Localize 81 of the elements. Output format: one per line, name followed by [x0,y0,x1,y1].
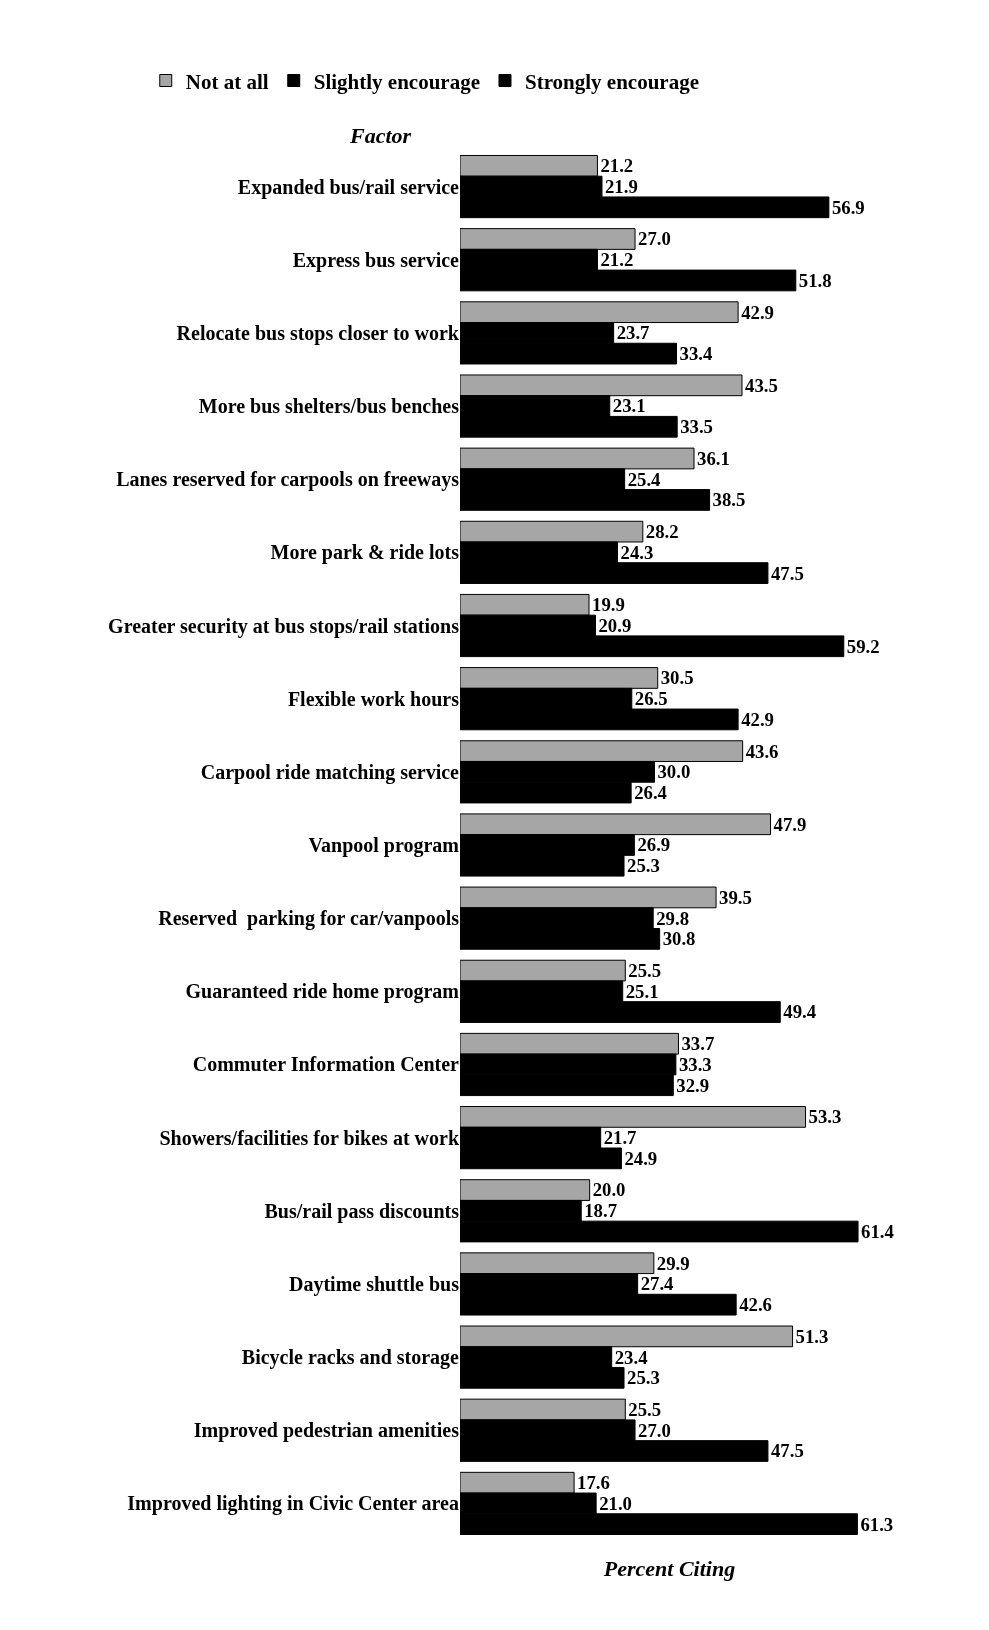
data-label: 49.4 [783,1001,817,1023]
data-label: 43.5 [745,374,778,396]
y-tick-label: More park & ride lots [270,541,460,565]
data-label: 24.3 [620,541,654,563]
y-tick-label: More bus shelters/bus benches [198,395,460,418]
data-label: 29.9 [656,1252,690,1274]
data-label: 27.0 [638,228,671,250]
data-label: 25.5 [628,960,662,981]
data-label: 23.7 [616,322,650,344]
data-label: 18.7 [584,1200,618,1222]
data-label: 47.9 [773,813,807,835]
y-tick-label: Improved lighting in Civic Center area [127,1492,459,1516]
data-label: 20.9 [598,614,632,636]
data-label: 61.4 [861,1220,895,1242]
data-label: 25.1 [625,980,659,1002]
data-label: 26.9 [637,834,671,856]
data-label: 17.6 [577,1472,610,1494]
y-tick-label: Vanpool program [308,834,460,857]
legend-label: Not at all [185,69,269,94]
y-axis-title: Factor [349,123,412,148]
data-label: 27.0 [638,1419,671,1441]
data-label: 20.0 [592,1179,626,1201]
y-tick-label: Showers/facilities for bikes at work [159,1126,460,1149]
data-label: 38.5 [712,489,746,511]
data-label: 25.4 [627,468,662,490]
data-label: 36.1 [697,447,730,469]
data-label: 29.8 [656,907,690,929]
data-label: 51.8 [798,269,832,291]
data-label: 51.3 [795,1325,829,1347]
data-label: 47.5 [770,562,804,584]
data-label: 21.2 [600,249,634,271]
data-label: 42.9 [741,301,774,323]
y-tick-label: Relocate bus stops closer to work [176,321,460,345]
data-label: 30.0 [657,761,691,783]
y-tick-label: Express bus service [292,248,460,272]
data-label: 30.8 [662,928,696,950]
y-tick-label: Commuter Information Center [192,1053,460,1076]
data-label: 32.9 [676,1074,710,1096]
data-label: 30.5 [660,667,694,689]
data-label: 21.7 [603,1127,637,1149]
x-axis-title: Percent Citing [602,1555,736,1581]
y-tick-label: Bus/rail pass discounts [264,1199,460,1223]
y-tick-label: Expanded bus/rail service [237,175,460,199]
y-tick-label: Lanes reserved for carpools on freeways [116,468,460,492]
data-label: 47.5 [770,1440,804,1462]
data-label: 33.4 [679,343,713,365]
y-tick-label: Reserved parking for car/vanpools [158,907,460,931]
data-label: 21.2 [600,155,634,177]
data-label: 61.3 [860,1513,894,1535]
data-label: 33.5 [680,416,713,438]
data-label: 26.5 [634,688,668,710]
y-tick-label: Flexible work hours [287,687,460,710]
data-label: 27.4 [640,1273,675,1295]
data-label: 33.7 [681,1033,715,1055]
data-label: 59.2 [846,635,880,657]
data-label: 25.3 [627,1367,660,1389]
y-tick-label: Bicycle racks and storage [241,1346,460,1370]
data-label: 25.5 [628,1398,662,1420]
data-label: 23.4 [614,1346,649,1368]
data-label: 28.2 [645,521,679,543]
data-label: 56.9 [831,196,865,218]
data-label: 25.3 [627,855,660,877]
y-tick-label: Carpool ride matching service [200,760,460,784]
data-label: 24.9 [624,1147,658,1169]
y-tick-label: Improved pedestrian amenities [193,1419,460,1443]
data-label: 21.9 [604,175,638,197]
data-label: 43.6 [745,740,779,762]
y-tick-label: Greater security at bus stops/rail stations [108,614,460,638]
data-label: 19.9 [592,594,625,616]
y-tick-label: Guaranteed ride home program [185,980,460,1004]
legend-label: Slightly encourage [313,69,480,94]
y-tick-label: Daytime shuttle bus [288,1272,460,1296]
data-label: 39.5 [719,886,752,908]
data-label: 42.6 [739,1294,772,1316]
data-label: 42.9 [741,708,774,730]
legend-label: Strongly encourage [524,69,700,94]
data-label: 53.3 [808,1106,842,1128]
data-label: 26.4 [634,781,668,803]
data-label: 33.3 [678,1053,712,1075]
data-label: 21.0 [599,1492,632,1514]
data-label: 23.1 [612,395,646,417]
